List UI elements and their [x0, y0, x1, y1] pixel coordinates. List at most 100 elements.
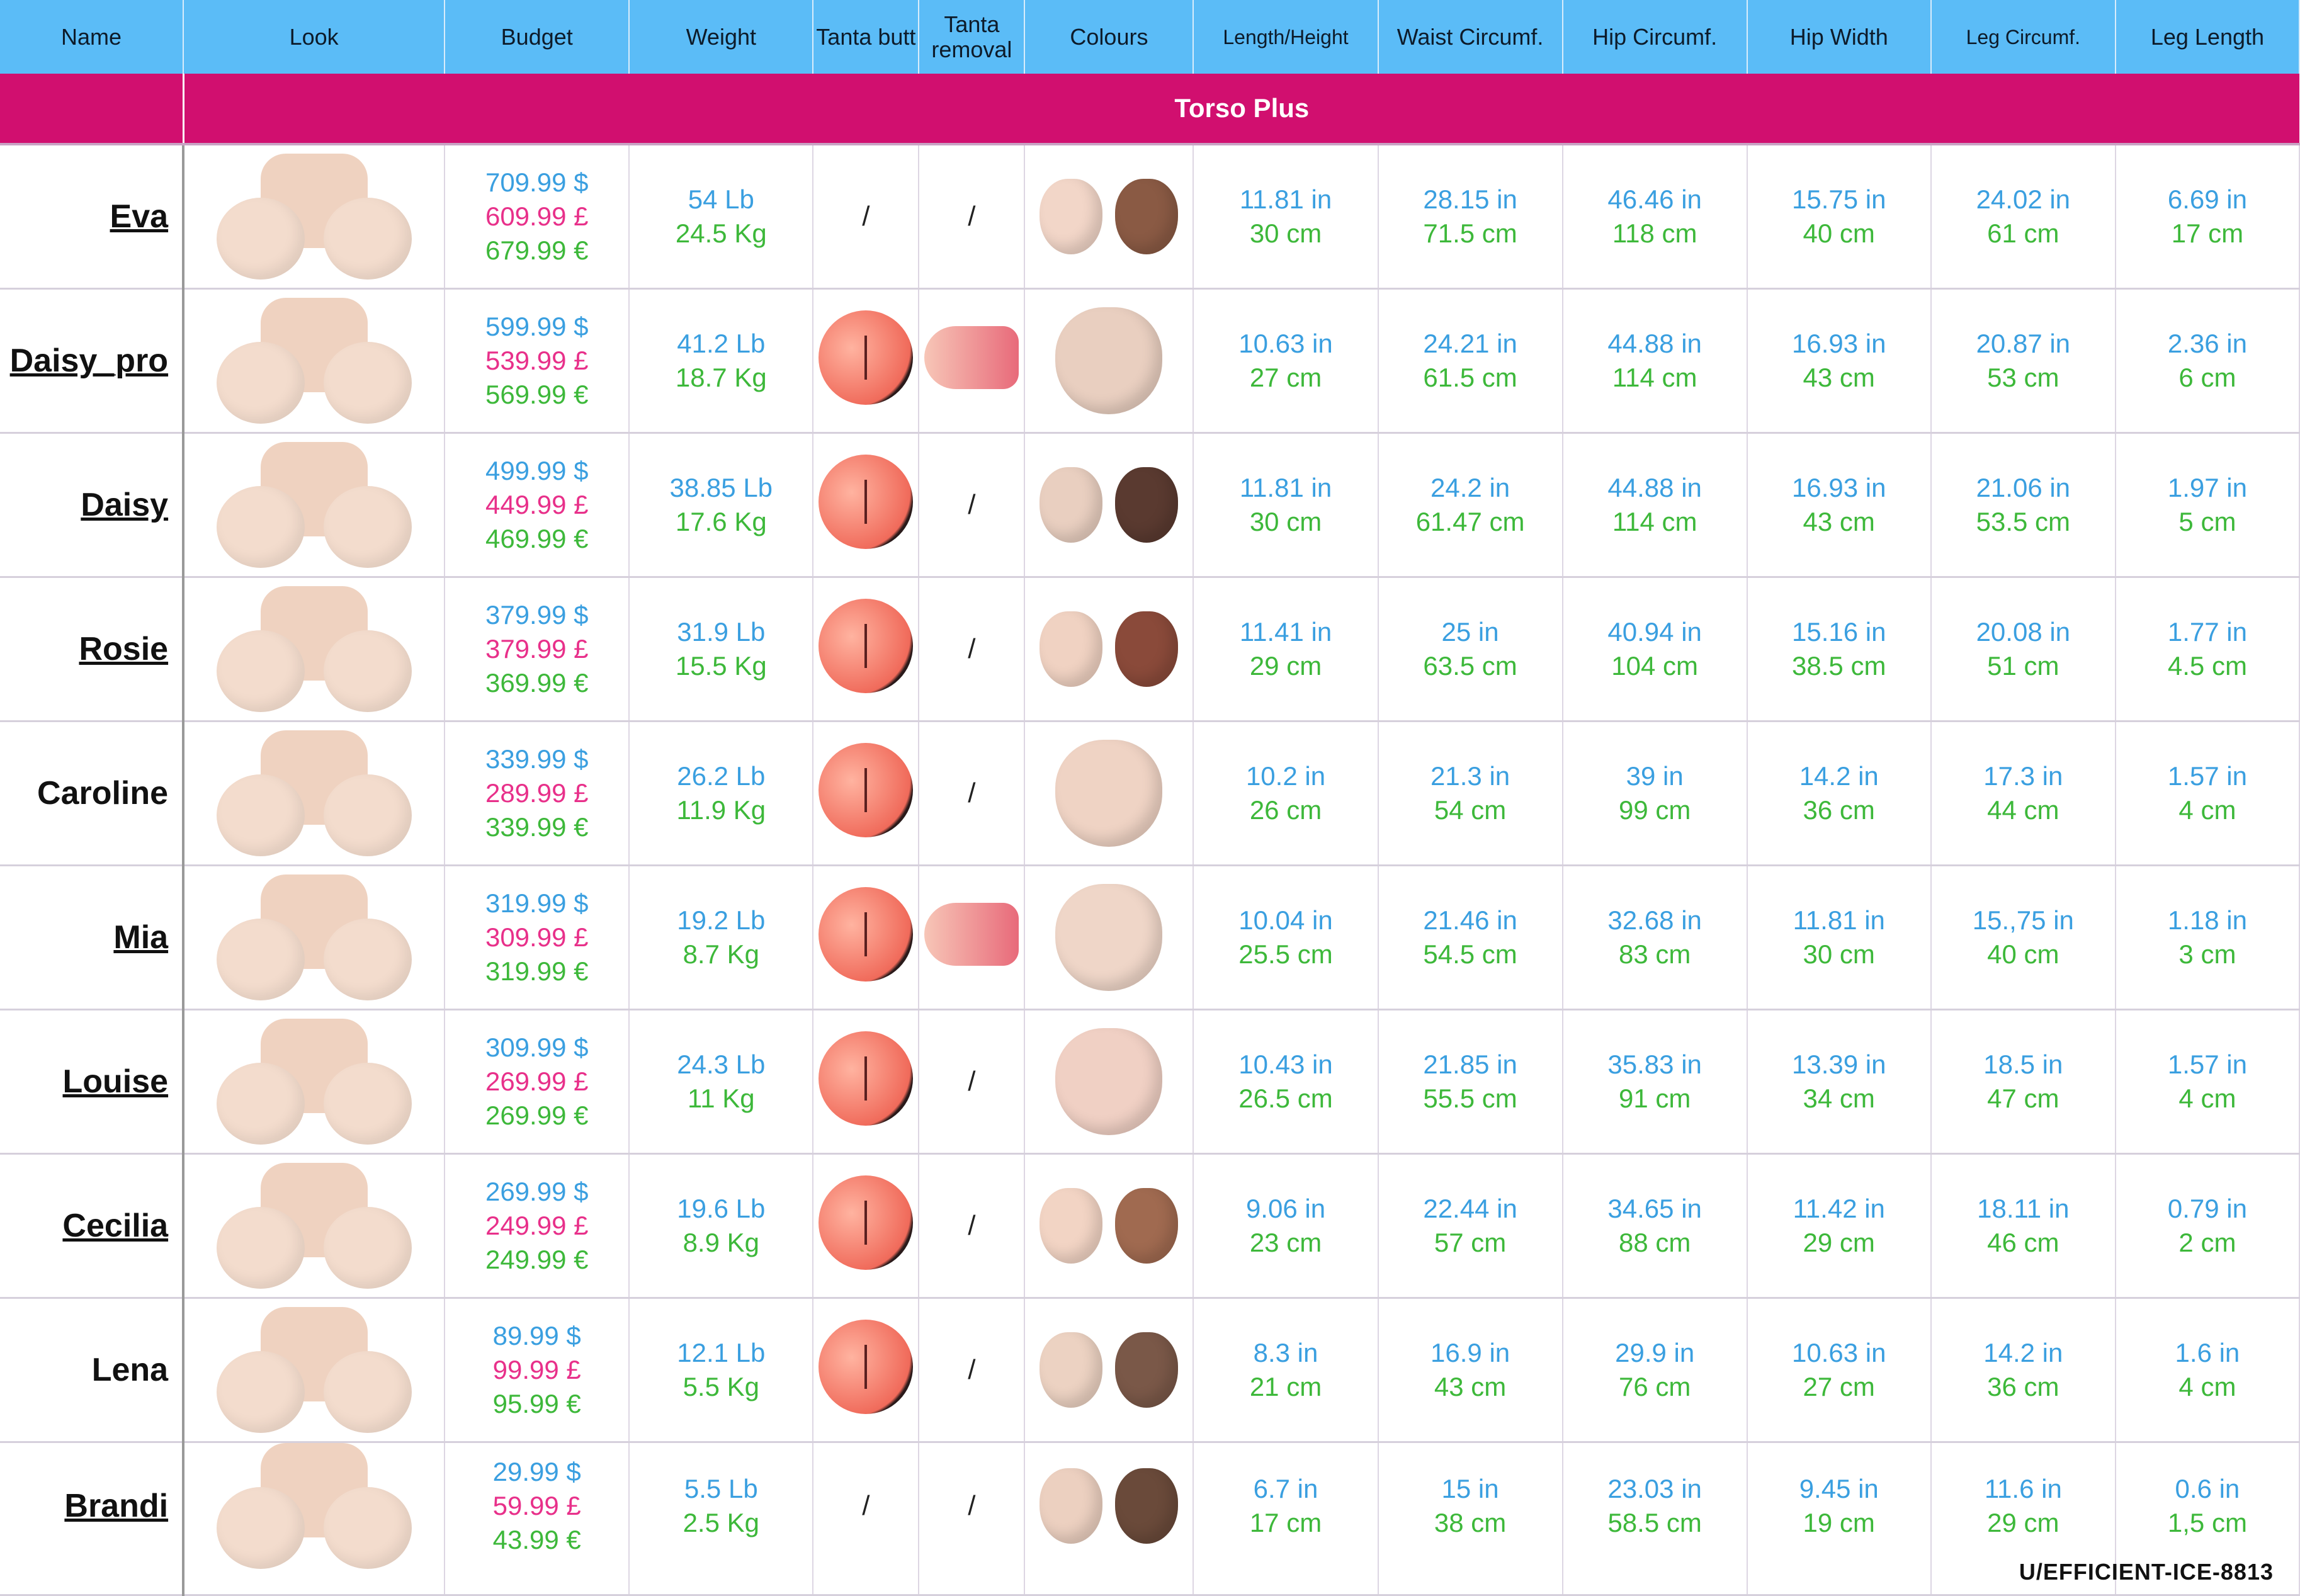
- colour-swatch[interactable]: [1040, 611, 1103, 687]
- leg-circumf-cell: 20.08 in 51 cm: [1930, 577, 2116, 722]
- product-name-link[interactable]: Brandi: [64, 1488, 169, 1524]
- hip-circumf-in: 29.9 in: [1615, 1338, 1695, 1367]
- section-row: Torso Plus: [0, 74, 2299, 145]
- table-row: Louise 309.99 $ 269.99 £ 269.99 € 24.3 Lb 11 …: [0, 1009, 2300, 1155]
- leg-length-in: 1.18 in: [2167, 905, 2247, 935]
- product-image-cell: [183, 865, 446, 1010]
- price-usd: 319.99 $: [485, 888, 589, 918]
- colour-swatch[interactable]: [1040, 1332, 1103, 1408]
- colour-swatch[interactable]: [1115, 1332, 1179, 1408]
- weight-cell: 54 Lb 24.5 Kg: [629, 144, 814, 290]
- product-name-link[interactable]: Cecilia: [62, 1208, 169, 1244]
- price-eur: 679.99 €: [485, 235, 589, 265]
- waist-circumf-cm: 57 cm: [1434, 1228, 1507, 1257]
- product-name-link[interactable]: Daisy_pro: [9, 342, 169, 379]
- length-height-in: 9.06 in: [1245, 1194, 1326, 1223]
- leg-circumf-in: 20.87 in: [1976, 329, 2071, 358]
- price-gbp: 309.99 £: [485, 922, 589, 952]
- colour-swatch[interactable]: [1040, 1188, 1103, 1264]
- colour-swatch[interactable]: [1055, 307, 1163, 414]
- leg-length-in: 0.6 in: [2175, 1474, 2240, 1503]
- tanta-butt-cell: /: [813, 144, 920, 290]
- colour-swatch[interactable]: [1115, 179, 1179, 254]
- leg-circumf-cell: 20.87 in 53 cm: [1930, 288, 2116, 434]
- price-usd: 499.99 $: [485, 456, 589, 485]
- product-image: [210, 1163, 418, 1289]
- colour-swatch[interactable]: [1115, 1468, 1179, 1544]
- product-image: [210, 442, 418, 568]
- length-height-cm: 17 cm: [1249, 1508, 1322, 1537]
- leg-length-cell: 6.69 in 17 cm: [2115, 144, 2300, 290]
- tanta-butt-icon: [819, 1320, 914, 1414]
- hip-width-cm: 34 cm: [1803, 1084, 1875, 1113]
- hip-width-cm: 38.5 cm: [1792, 651, 1886, 681]
- tanta-removal-cell: /: [919, 1009, 1026, 1155]
- product-name-link[interactable]: Eva: [110, 198, 169, 235]
- colour-swatch[interactable]: [1115, 611, 1179, 687]
- hip-width-in: 15.16 in: [1792, 617, 1886, 647]
- price-gbp: 449.99 £: [485, 490, 589, 519]
- product-name-link[interactable]: Daisy: [81, 487, 169, 523]
- colour-swatch[interactable]: [1040, 1468, 1103, 1544]
- colours-cell: [1024, 433, 1194, 578]
- colour-swatch[interactable]: [1055, 884, 1163, 991]
- colour-swatch[interactable]: [1040, 179, 1103, 254]
- hip-circumf-cell: 44.88 in 114 cm: [1562, 288, 1748, 434]
- leg-length-cm: 4 cm: [2178, 1372, 2236, 1401]
- waist-circumf-cell: 21.3 in 54 cm: [1378, 721, 1563, 866]
- product-name-link[interactable]: Mia: [113, 919, 169, 956]
- tanta-butt-icon: [819, 455, 914, 549]
- hip-width-in: 11.42 in: [1793, 1194, 1885, 1223]
- length-height-cell: 8.3 in 21 cm: [1193, 1298, 1379, 1443]
- price-usd: 379.99 $: [485, 600, 589, 630]
- column-header-name: Name: [0, 0, 184, 74]
- price-eur: 249.99 €: [485, 1245, 589, 1274]
- hip-width-cell: 16.93 in 43 cm: [1747, 433, 1932, 578]
- product-name: Lena: [91, 1352, 169, 1388]
- colour-swatch[interactable]: [1115, 467, 1179, 543]
- leg-circumf-cm: 61 cm: [1987, 218, 2059, 248]
- length-height-cm: 25.5 cm: [1238, 939, 1333, 969]
- tanta-removal-cell: [919, 288, 1026, 434]
- product-image: [210, 1443, 418, 1569]
- leg-length-cell: 2.36 in 6 cm: [2115, 288, 2300, 434]
- weight-cell: 5.5 Lb 2.5 Kg: [629, 1442, 814, 1596]
- weight-lb: 24.3 Lb: [677, 1050, 766, 1079]
- product-name-link[interactable]: Rosie: [79, 631, 169, 667]
- hip-circumf-cell: 44.88 in 114 cm: [1562, 433, 1748, 578]
- weight-cell: 19.6 Lb 8.9 Kg: [629, 1153, 814, 1299]
- colour-swatch[interactable]: [1055, 1028, 1163, 1135]
- length-height-in: 8.3 in: [1253, 1338, 1318, 1367]
- weight-cell: 24.3 Lb 11 Kg: [629, 1009, 814, 1155]
- colour-swatch[interactable]: [1055, 740, 1163, 847]
- not-available: /: [968, 489, 976, 520]
- hip-width-cm: 43 cm: [1803, 507, 1875, 536]
- hip-circumf-cell: 35.83 in 91 cm: [1562, 1009, 1748, 1155]
- product-image-cell: [183, 721, 446, 866]
- hip-circumf-in: 35.83 in: [1607, 1050, 1702, 1079]
- length-height-cell: 9.06 in 23 cm: [1193, 1153, 1379, 1299]
- colour-swatch[interactable]: [1040, 467, 1103, 543]
- length-height-cell: 10.43 in 26.5 cm: [1193, 1009, 1379, 1155]
- product-image: [210, 1307, 418, 1433]
- weight-kg: 2.5 Kg: [683, 1508, 760, 1537]
- length-height-cell: 11.81 in 30 cm: [1193, 433, 1379, 578]
- tanta-butt-cell: [813, 288, 920, 434]
- colours-cell: [1024, 721, 1194, 866]
- length-height-cm: 21 cm: [1249, 1372, 1322, 1401]
- tanta-butt-cell: [813, 1298, 920, 1443]
- price-usd: 29.99 $: [492, 1457, 581, 1486]
- waist-circumf-cell: 22.44 in 57 cm: [1378, 1153, 1563, 1299]
- length-height-cell: 10.04 in 25.5 cm: [1193, 865, 1379, 1010]
- leg-circumf-in: 18.11 in: [1977, 1194, 2070, 1223]
- length-height-cm: 26 cm: [1249, 795, 1322, 825]
- hip-width-cell: 14.2 in 36 cm: [1747, 721, 1932, 866]
- price-usd: 339.99 $: [485, 744, 589, 774]
- colour-swatch[interactable]: [1115, 1188, 1179, 1264]
- leg-length-in: 1.97 in: [2167, 473, 2247, 502]
- product-name-link[interactable]: Louise: [62, 1063, 169, 1100]
- hip-width-in: 10.63 in: [1792, 1338, 1886, 1367]
- waist-circumf-in: 21.3 in: [1430, 761, 1510, 791]
- leg-length-cm: 4.5 cm: [2167, 651, 2247, 681]
